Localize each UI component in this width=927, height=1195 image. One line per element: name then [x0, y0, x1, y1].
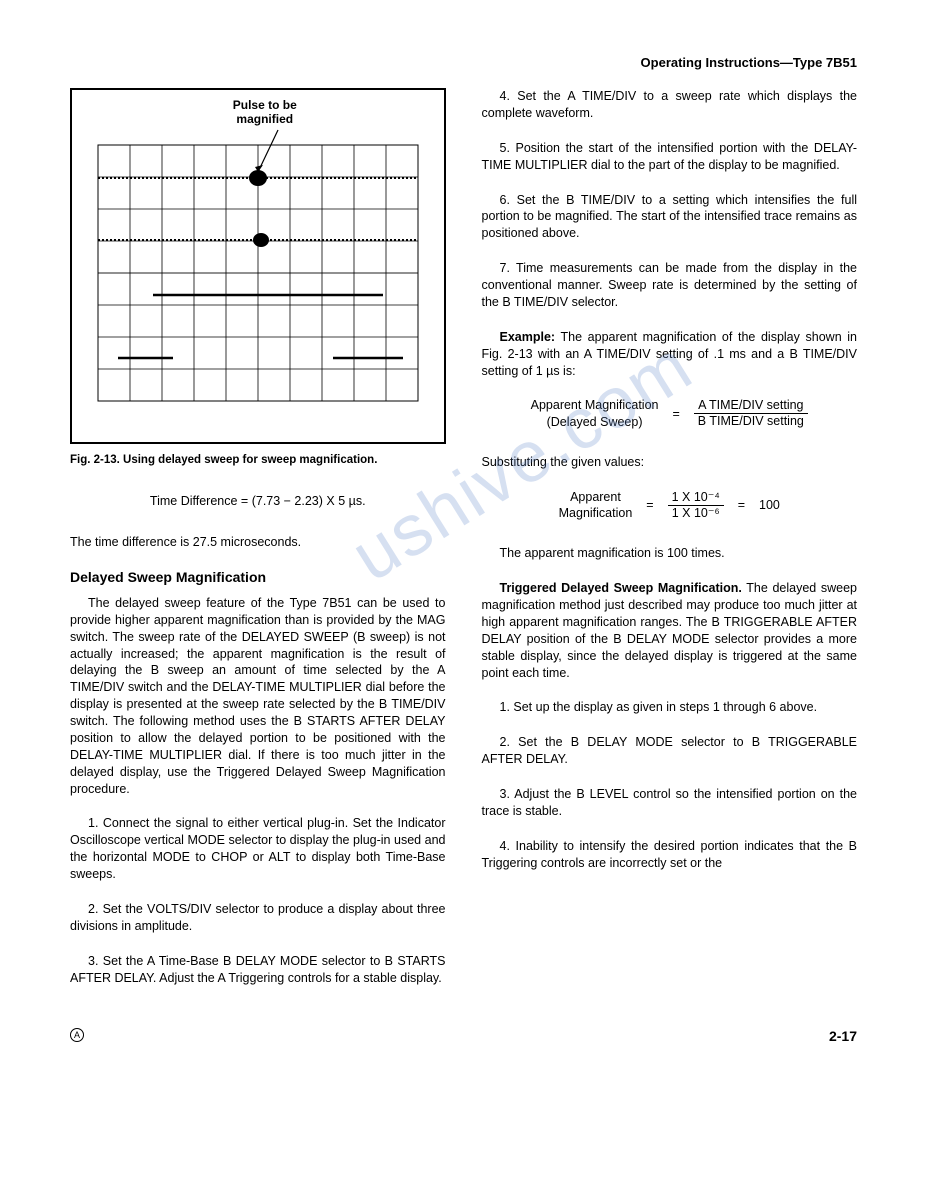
t-step-3: 3. Adjust the B LEVEL control so the int…: [482, 786, 858, 820]
figure-caption: Fig. 2-13. Using delayed sweep for sweep…: [70, 454, 446, 466]
step-5: 5. Position the start of the intensified…: [482, 140, 858, 174]
page-footer: A 2-17: [70, 1004, 857, 1044]
step-1: 1. Connect the signal to either vertical…: [70, 815, 446, 883]
eq2-left-l2: Magnification: [559, 506, 633, 520]
right-column: 4. Set the A TIME/DIV to a sweep rate wh…: [482, 88, 858, 1004]
triggered-lead: Triggered Delayed Sweep Magnification.: [500, 581, 742, 595]
example-lead: Example:: [500, 330, 556, 344]
left-column: Pulse to be magnified: [70, 88, 446, 1004]
eq2-left: Apparent Magnification: [559, 489, 633, 522]
result-line: The apparent magnification is 100 times.: [482, 545, 858, 562]
eq2-result: 100: [759, 498, 780, 512]
t-step-2: 2. Set the B DELAY MODE selector to B TR…: [482, 734, 858, 768]
eq1-frac-top: A TIME/DIV setting: [694, 398, 808, 414]
page: ushive.com Operating Instructions—Type 7…: [0, 0, 927, 1074]
step-7: 7. Time measurements can be made from th…: [482, 260, 858, 311]
figure-pulse-label: Pulse to be magnified: [233, 98, 297, 127]
time-diff-result: The time difference is 27.5 microseconds…: [70, 534, 446, 551]
substituting-line: Substituting the given values:: [482, 454, 858, 471]
triggered-para: Triggered Delayed Sweep Magnification. T…: [482, 580, 858, 681]
eq1-left: Apparent Magnification (Delayed Sweep): [531, 397, 659, 430]
eq1-frac-bot: B TIME/DIV setting: [694, 414, 808, 429]
triggered-body: The delayed sweep magnification method j…: [482, 581, 858, 679]
t-step-1: 1. Set up the display as given in steps …: [482, 699, 858, 716]
delayed-sweep-heading: Delayed Sweep Magnification: [70, 569, 446, 585]
two-column-layout: Pulse to be magnified: [70, 88, 857, 1004]
eq1-left-l2: (Delayed Sweep): [547, 415, 643, 429]
eq1-left-l1: Apparent Magnification: [531, 398, 659, 412]
figure-2-13: Pulse to be magnified: [70, 88, 446, 444]
page-header: Operating Instructions—Type 7B51: [70, 55, 857, 70]
step-2: 2. Set the VOLTS/DIV selector to produce…: [70, 901, 446, 935]
eq2-fraction: 1 X 10⁻⁴ 1 X 10⁻⁶: [668, 490, 724, 521]
circle-a-icon: A: [70, 1028, 84, 1042]
equation-apparent-mag-value: Apparent Magnification = 1 X 10⁻⁴ 1 X 10…: [482, 489, 858, 522]
step-6: 6. Set the B TIME/DIV to a setting which…: [482, 192, 858, 243]
eq2-left-l1: Apparent: [570, 490, 621, 504]
equation-apparent-mag-def: Apparent Magnification (Delayed Sweep) =…: [482, 397, 858, 430]
equals-sign-2: =: [646, 498, 653, 512]
eq2-frac-bot: 1 X 10⁻⁶: [668, 506, 724, 521]
eq2-frac-top: 1 X 10⁻⁴: [668, 490, 724, 506]
equals-sign-3: =: [738, 498, 745, 512]
eq1-fraction: A TIME/DIV setting B TIME/DIV setting: [694, 398, 808, 429]
page-number: 2-17: [829, 1028, 857, 1044]
delayed-sweep-para: The delayed sweep feature of the Type 7B…: [70, 595, 446, 798]
oscilloscope-grid-svg: [83, 100, 433, 410]
pulse-label-line2: magnified: [236, 112, 293, 126]
equals-sign: =: [672, 407, 679, 421]
t-step-4: 4. Inability to intensify the desired po…: [482, 838, 858, 872]
step-4: 4. Set the A TIME/DIV to a sweep rate wh…: [482, 88, 858, 122]
step-3: 3. Set the A Time-Base B DELAY MODE sele…: [70, 953, 446, 987]
pulse-label-line1: Pulse to be: [233, 98, 297, 112]
example-para: Example: The apparent magnification of t…: [482, 329, 858, 380]
time-diff-equation: Time Difference = (7.73 − 2.23) X 5 µs.: [70, 494, 446, 508]
